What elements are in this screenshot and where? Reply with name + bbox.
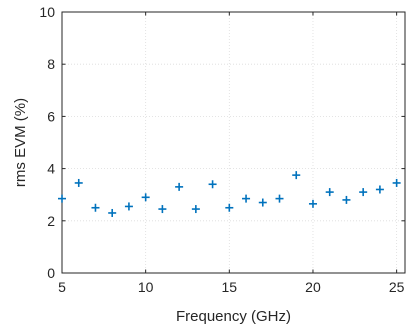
data-point <box>308 199 317 208</box>
y-tick-label: 0 <box>47 265 55 281</box>
data-point <box>141 193 150 202</box>
data-points <box>58 171 401 217</box>
axes-box <box>61 11 406 274</box>
y-tick-label: 4 <box>47 161 55 177</box>
data-point <box>58 194 66 203</box>
data-point <box>91 203 100 212</box>
data-point <box>242 194 251 203</box>
x-axis-label: Frequency (GHz) <box>176 308 291 325</box>
data-point <box>158 205 167 214</box>
axes <box>61 11 406 274</box>
data-point <box>124 202 133 211</box>
x-tick-label: 15 <box>222 279 238 295</box>
data-point <box>375 185 384 194</box>
x-tick-label: 10 <box>138 279 154 295</box>
y-tick-label: 6 <box>47 108 55 124</box>
x-tick-label: 5 <box>58 279 66 295</box>
data-point <box>74 178 83 187</box>
y-tick-label: 8 <box>47 56 55 72</box>
data-point <box>208 180 217 189</box>
data-point <box>175 182 184 191</box>
data-point <box>275 194 284 203</box>
data-point <box>225 203 234 212</box>
data-point <box>342 195 351 204</box>
data-point <box>292 171 301 180</box>
data-point <box>359 188 368 197</box>
data-point <box>108 208 117 217</box>
data-point <box>191 205 200 214</box>
y-axis-label: rms EVM (%) <box>12 98 29 187</box>
data-point <box>392 178 401 187</box>
data-point <box>258 198 267 207</box>
y-tick-label: 10 <box>39 4 55 20</box>
ticks: 5 10 15 20 25 0 2 4 6 8 10 <box>39 4 405 295</box>
x-tick-label: 20 <box>305 279 321 295</box>
data-point <box>325 188 334 197</box>
x-tick-label: 25 <box>389 279 405 295</box>
grid <box>62 12 405 273</box>
y-tick-label: 2 <box>47 213 55 229</box>
